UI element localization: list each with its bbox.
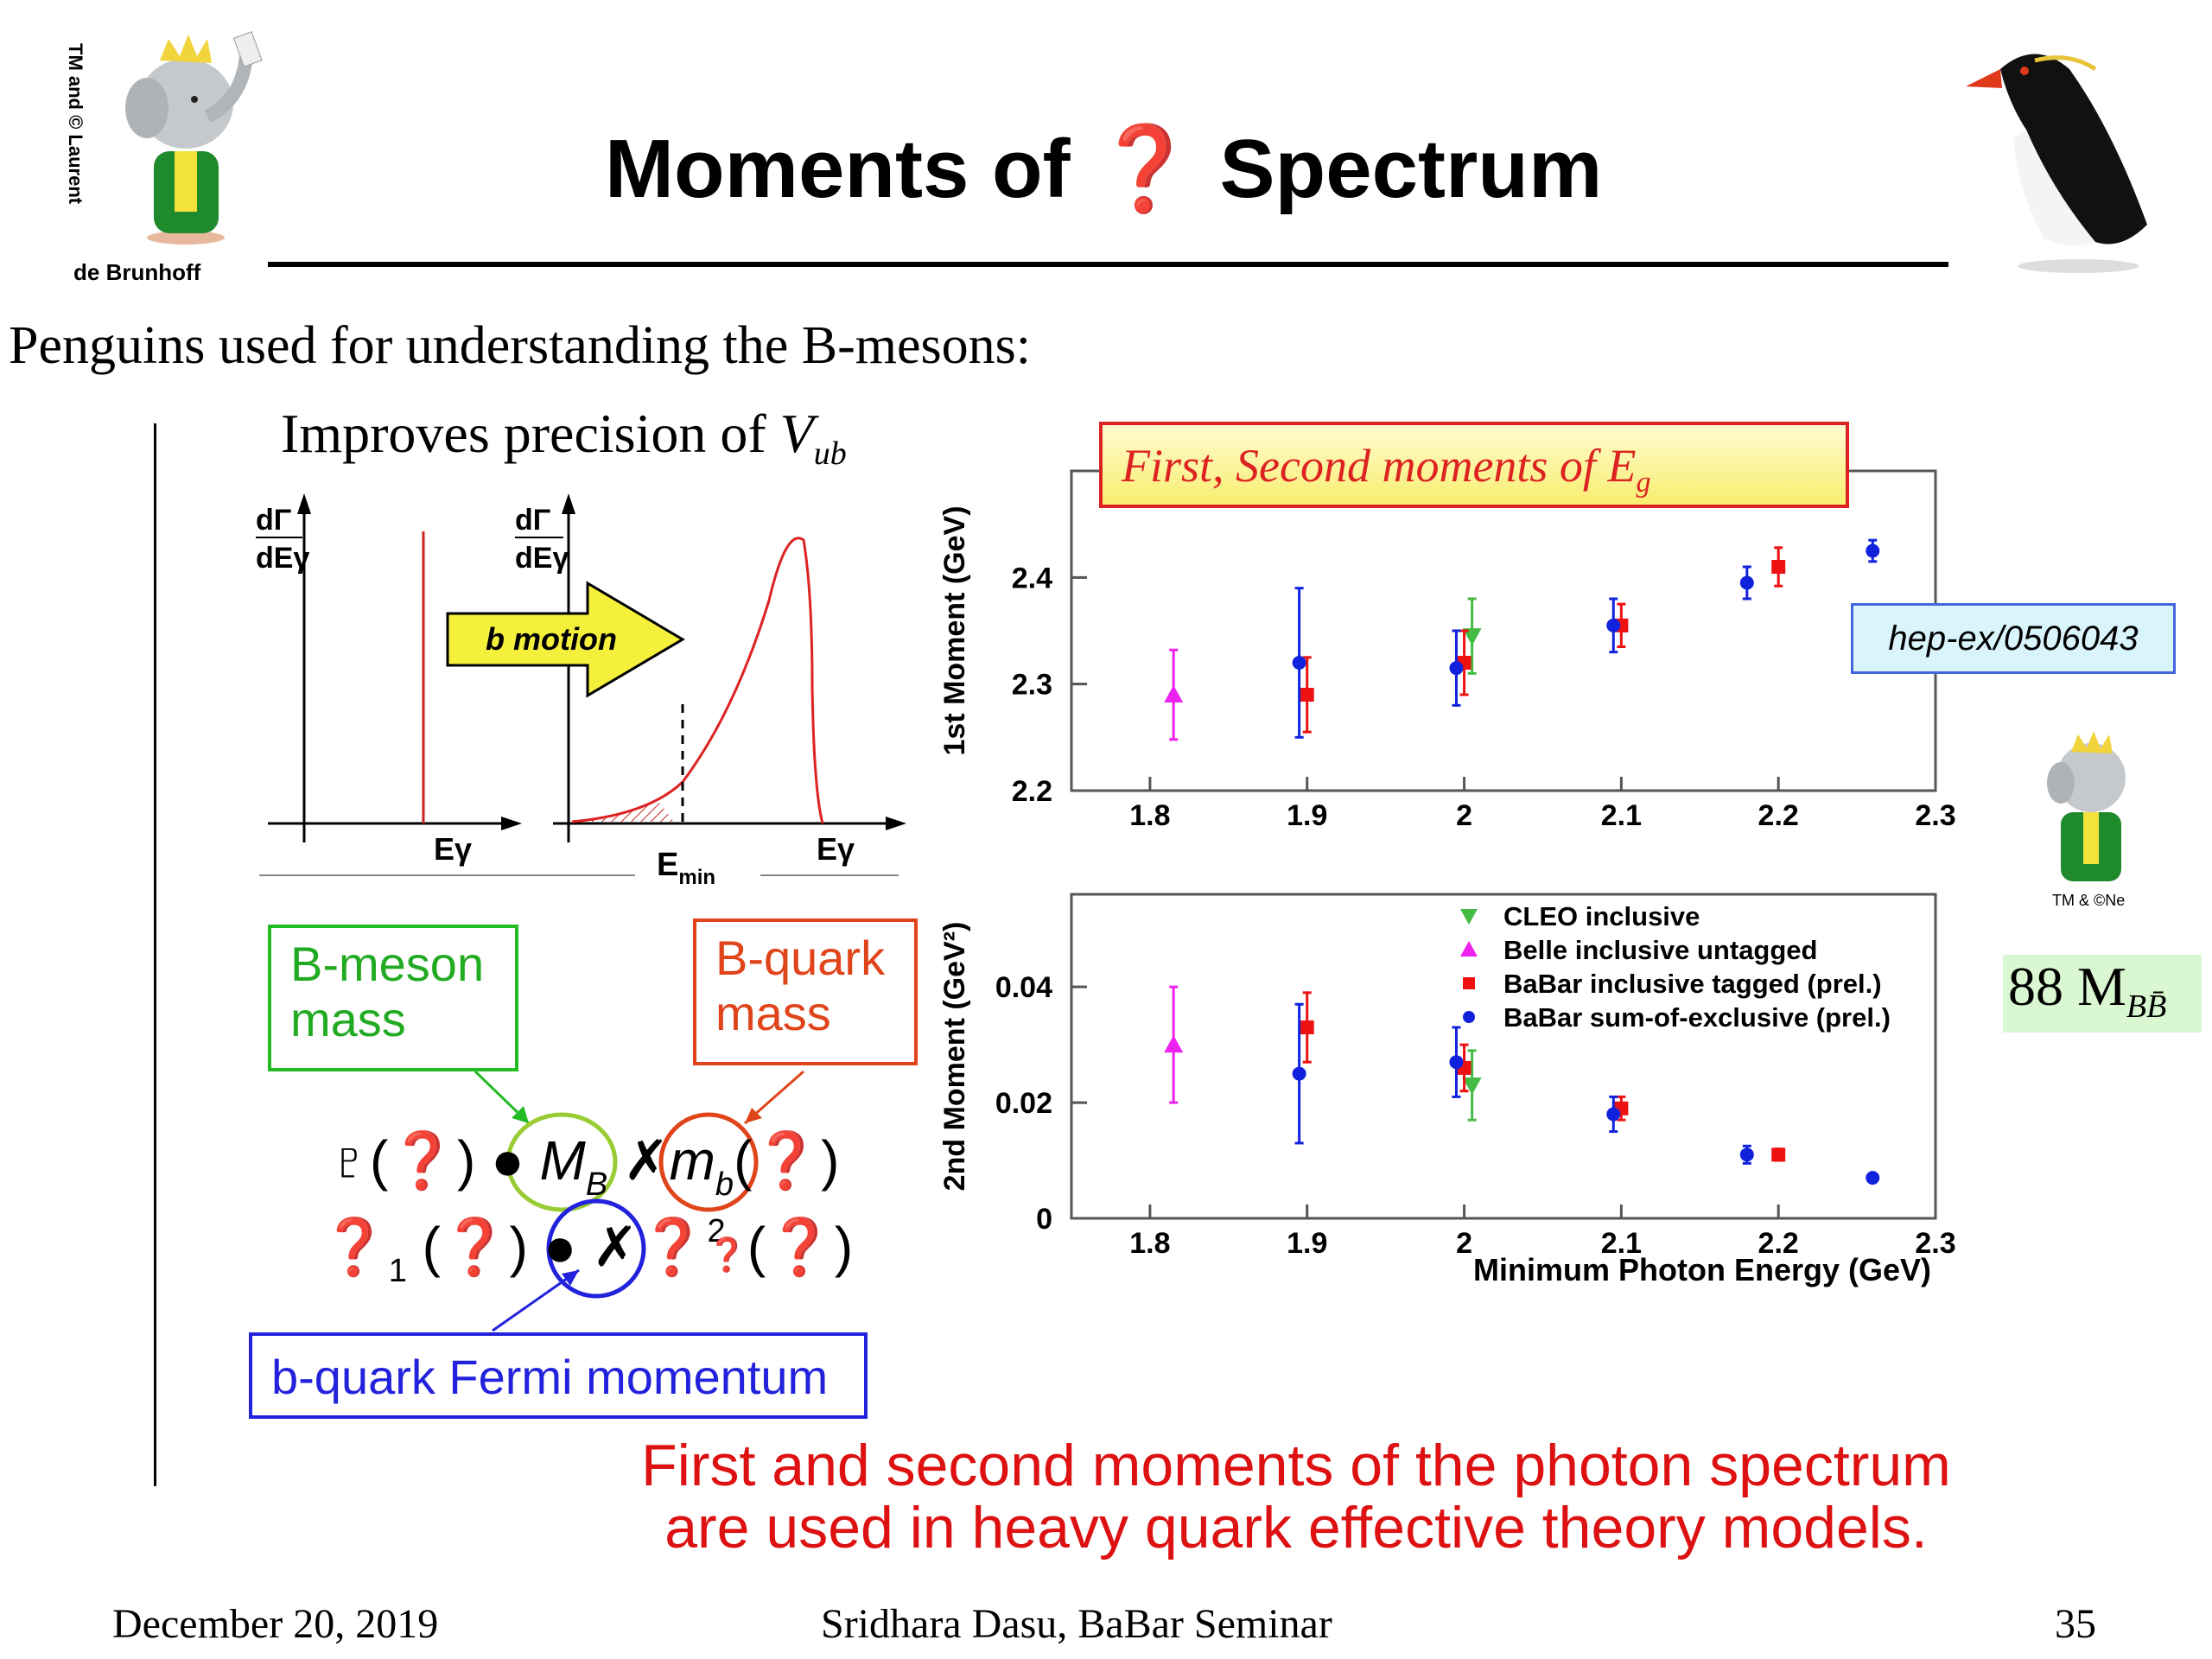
y-tick-label: 0.04: [995, 971, 1052, 1004]
b-quark-fermi-momentum-callout: b-quark Fermi momentum: [249, 1332, 868, 1419]
footer-author: Sridhara Dasu, BaBar Seminar: [821, 1601, 1332, 1647]
babar-elephant-logo: [125, 31, 263, 245]
legend-marker: [1460, 909, 1478, 925]
plot-frame: [1070, 469, 1937, 792]
data-point: [1606, 618, 1621, 632]
b-quark-line1: B-quark: [715, 931, 886, 985]
x-tick-label: 1.9: [1287, 799, 1327, 832]
page-title: Moments of ❓ Spectrum: [605, 123, 1603, 215]
y-axis-label: 2nd Moment (GeV²): [938, 922, 971, 1192]
equation-line-1: ♇(❓) ● MB ✗mb(❓): [328, 1129, 839, 1207]
improves-text: Improves precision of: [281, 403, 766, 464]
y-tick-label: 2.4: [1012, 562, 1052, 594]
data-point: [1462, 628, 1482, 646]
penguin-image: [1966, 54, 2147, 273]
data-point: [1866, 1171, 1880, 1185]
x-tick-label: 2.3: [1915, 799, 1955, 832]
data-point: [1771, 1147, 1786, 1162]
x-axis-label: Minimum Photon Energy (GeV): [1473, 1252, 1931, 1287]
b-motion-label: b motion: [486, 621, 617, 657]
legend-marker: [1463, 977, 1475, 989]
left-xlabel: Eγ: [434, 831, 472, 867]
subtitle: Penguins used for understanding the B-me…: [9, 316, 1032, 375]
b-quark-line2: mass: [715, 986, 831, 1040]
moments-plot: 1.8 1.9 2 2.1 2.2 2.3 2.2 2.3 2.4 1st Moment (GeV…: [938, 469, 1956, 1287]
right-ylabel-top: dΓ: [515, 504, 550, 537]
bottom-note-line1: First and second moments of the photon s…: [641, 1433, 1951, 1498]
data-point: [1866, 543, 1880, 558]
x-tick-label: 2.3: [1915, 1227, 1955, 1260]
photon-spectrum-sketch: dΓ dEγ Eγ dΓ dEγ Emin Eγ b motion: [256, 493, 906, 889]
bb-pair-count: 88 MBB̄: [2003, 955, 2202, 1033]
data-point: [1449, 661, 1464, 676]
x-tick-label: 1.8: [1129, 1227, 1170, 1260]
hqet-equations: ♇(❓) ● MB ✗mb(❓) ❓1 (❓) ● ✗❓2 ❓(❓): [320, 1070, 853, 1332]
plot-title-subscript: g: [1636, 466, 1651, 499]
vub-symbol: V: [779, 403, 814, 464]
data-point: [1739, 1147, 1754, 1162]
title-divider: [268, 262, 1948, 267]
b-meson-mass-callout: B-meson mass: [268, 925, 518, 1071]
y-tick-label: 2.2: [1012, 775, 1052, 808]
legend-label: BaBar sum-of-exclusive (prel.): [1503, 1002, 1891, 1033]
y-tick-label: 0: [1036, 1203, 1052, 1236]
babar-elephant-small: [2047, 731, 2126, 881]
legend-marker: [1460, 941, 1478, 957]
improves-heading: Improves precision of Vub: [281, 402, 847, 473]
data-point: [1606, 1107, 1621, 1122]
left-ylabel-bottom: dEγ: [256, 542, 309, 575]
b-meson-line1: B-meson: [290, 937, 485, 991]
b-meson-line2: mass: [290, 992, 406, 1046]
small-copyright: TM & ©Ne: [2052, 892, 2126, 909]
bottom-note: First and second moments of the photon s…: [605, 1434, 1987, 1559]
right-xlabel: Eγ: [817, 831, 855, 867]
data-point: [1300, 1020, 1314, 1035]
reference-label: hep-ex/0506043: [1851, 603, 2176, 674]
y-tick-label: 2.3: [1012, 669, 1052, 702]
data-point: [1164, 685, 1184, 702]
b-quark-mass-callout: B-quark mass: [693, 918, 918, 1065]
x-tick-label: 2.1: [1601, 799, 1642, 832]
data-point: [1449, 1055, 1464, 1070]
left-divider: [154, 423, 156, 1486]
legend-label: BaBar inclusive tagged (prel.): [1503, 969, 1882, 999]
footer-page-number: 35: [2055, 1601, 2096, 1647]
footer-date: December 20, 2019: [112, 1601, 439, 1647]
bb-count-text: 88 M: [2008, 956, 2126, 1017]
bottom-note-line2: are used in heavy quark effective theory…: [664, 1495, 1928, 1560]
x-tick-label: 2: [1456, 799, 1472, 832]
copyright-vertical-text: TM and © Laurent: [65, 43, 86, 205]
x-tick-label: 1.8: [1129, 799, 1170, 832]
legend-marker: [1463, 1011, 1475, 1023]
x-tick-label: 2: [1456, 1227, 1472, 1260]
copyright-bottom-text: de Brunhoff: [73, 259, 201, 285]
data-point: [1771, 560, 1786, 574]
data-point: [1292, 1066, 1306, 1081]
plot-title: First, Second moments of E: [1122, 440, 1637, 492]
vub-subscript: ub: [813, 435, 847, 472]
data-point: [1292, 656, 1306, 670]
y-axis-label: 1st Moment (GeV): [938, 505, 971, 755]
x-tick-label: 2.2: [1758, 799, 1799, 832]
emin-label: Emin: [657, 847, 715, 889]
plot-title-box: First, Second moments of Eg: [1099, 422, 1849, 508]
second-moment-panel: 1.8 1.9 2 2.1 2.2 2.3 0 0.02 0.04 2nd Moment (GeV…: [938, 893, 1956, 1287]
right-ylabel-bottom: dEγ: [515, 542, 569, 575]
equation-line-2: ❓1 (❓) ● ✗❓2 ❓(❓): [320, 1213, 853, 1294]
legend-label: Belle inclusive untagged: [1503, 935, 1817, 965]
left-ylabel-top: dΓ: [256, 504, 291, 537]
x-tick-label: 2.1: [1601, 1227, 1642, 1260]
data-point: [1739, 575, 1754, 590]
legend-label: CLEO inclusive: [1503, 901, 1700, 931]
x-tick-label: 1.9: [1287, 1227, 1327, 1260]
x-tick-label: 2.2: [1758, 1227, 1799, 1260]
bb-subscript: BB̄: [2126, 988, 2167, 1025]
y-tick-label: 0.02: [995, 1087, 1052, 1120]
b-motion-arrow: [446, 581, 685, 698]
data-point: [1164, 1035, 1184, 1053]
plot-frame: [1070, 893, 1937, 1220]
first-moment-panel: 1.8 1.9 2 2.1 2.2 2.3 2.2 2.3 2.4 1st Moment (GeV…: [938, 469, 1956, 832]
data-point: [1462, 1077, 1482, 1095]
data-point: [1300, 688, 1314, 702]
